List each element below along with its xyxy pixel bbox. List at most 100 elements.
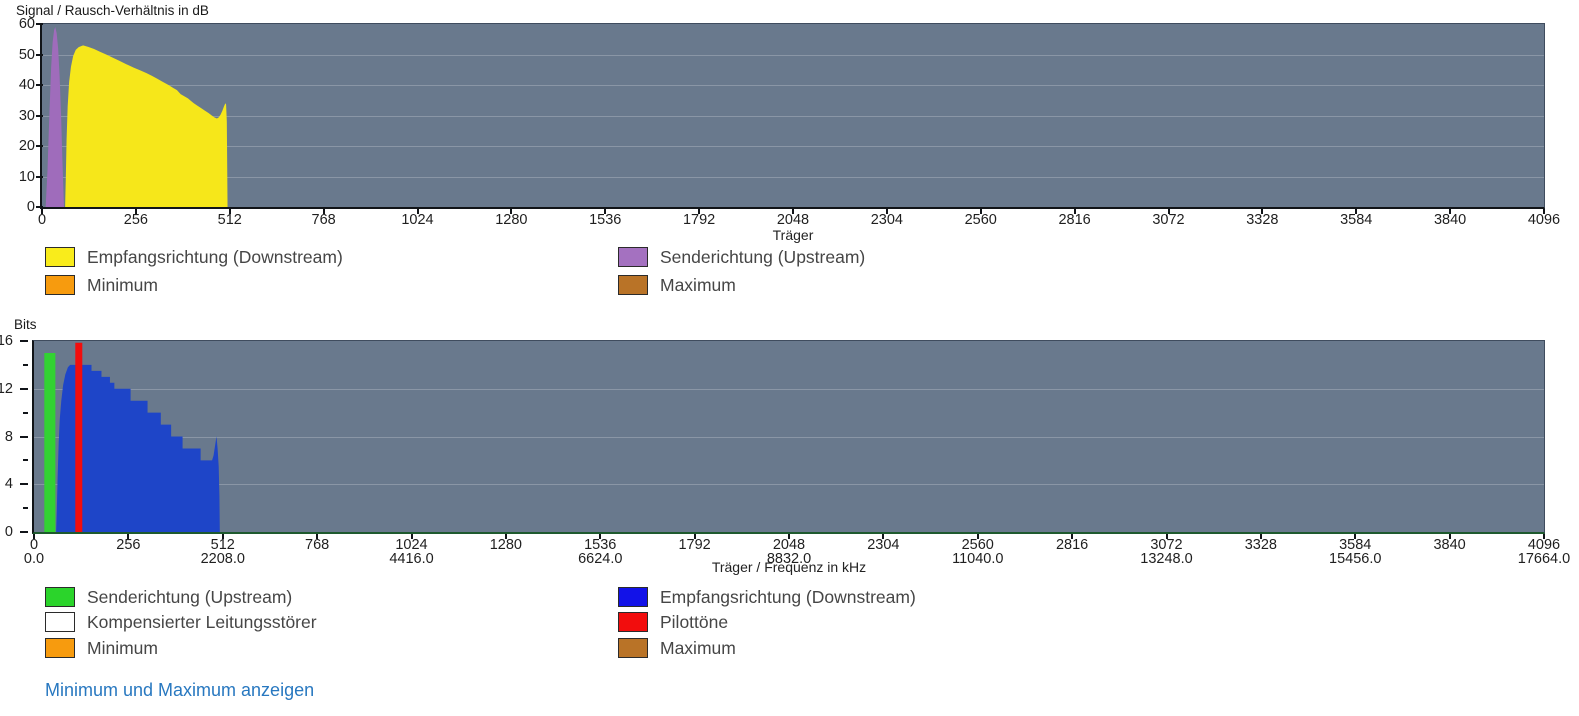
bits-legend-label: Minimum <box>87 638 158 658</box>
snr-x-tick-label: 4096 <box>1527 212 1561 228</box>
bits-y-tick-label: 16 <box>0 333 13 349</box>
bits-x-tick-label: 512 <box>210 537 235 553</box>
bits-freq-tick-label: 11040.0 <box>952 551 1004 567</box>
bits-gridline <box>34 484 1544 485</box>
bits-series-senderichtung-upstream- <box>44 352 56 532</box>
bits-legend-label: Pilottöne <box>660 612 729 632</box>
snr-gridline <box>42 146 1544 147</box>
bits-freq-tick-label: 17664.0 <box>1517 551 1571 567</box>
bits-x-tick-mark <box>976 534 979 539</box>
snr-legend-swatch-empfangsrichtung-downstream- <box>45 247 75 267</box>
snr-x-tick-label: 1536 <box>589 212 622 228</box>
bits-x-tick-label: 1280 <box>489 537 522 553</box>
snr-x-tick-label: 1280 <box>495 212 528 228</box>
snr-x-tick-mark <box>1355 209 1358 214</box>
snr-y-tick-mark <box>36 206 43 208</box>
bits-gridline <box>34 389 1544 390</box>
snr-x-tick-mark <box>1261 209 1264 214</box>
bits-x-tick-label: 3584 <box>1339 537 1372 553</box>
bits-x-tick-label: 2048 <box>772 537 806 553</box>
snr-legend-swatch-maximum <box>618 275 648 295</box>
bits-plot-area <box>32 340 1545 534</box>
snr-x-tick-label: 2816 <box>1058 212 1091 228</box>
bits-x-tick-label: 3328 <box>1244 537 1277 553</box>
bits-legend-swatch-kompensierter-leitungsst-rer <box>45 612 75 632</box>
bits-x-axis-label: Träger / Frequenz in kHz <box>711 559 867 575</box>
snr-y-tick-mark <box>36 84 43 86</box>
bits-x-tick-label: 4096 <box>1527 537 1561 553</box>
bits-freq-tick-label: 6624.0 <box>578 551 623 567</box>
snr-x-tick-label: 2048 <box>776 212 810 228</box>
snr-y-tick-label: 10 <box>18 168 35 185</box>
bits-series-empfangsrichtung-downstream- <box>56 364 220 532</box>
snr-x-tick-label: 512 <box>217 212 242 228</box>
bits-x-tick-label: 3840 <box>1433 537 1466 553</box>
bits-x-tick-label: 1024 <box>395 537 428 553</box>
snr-y-tick-label: 40 <box>18 77 35 93</box>
snr-x-tick-label: 2560 <box>964 212 997 228</box>
snr-legend-label: Maximum <box>660 275 736 295</box>
bits-x-tick-label: 2816 <box>1055 537 1089 553</box>
snr-y-tick-label: 20 <box>18 138 35 154</box>
bits-y-minor-tick-mark <box>23 459 28 462</box>
bits-freq-tick-label: 8832.0 <box>766 551 812 567</box>
bits-legend-label: Kompensierter Leitungsstörer <box>87 612 317 632</box>
bits-legend-swatch-empfangsrichtung-downstream- <box>618 587 648 607</box>
snr-x-axis-label: Träger <box>772 227 814 243</box>
bits-y-tick-label: 4 <box>4 476 13 493</box>
snr-legend-swatch-minimum <box>45 275 75 295</box>
snr-gridline <box>42 116 1544 117</box>
snr-x-tick-mark <box>604 209 607 214</box>
bits-legend-swatch-minimum <box>45 638 75 658</box>
bits-y-tick-label: 12 <box>0 380 13 397</box>
snr-x-tick-label: 3072 <box>1152 212 1185 228</box>
snr-x-tick-label: 3584 <box>1340 212 1373 228</box>
snr-series-senderichtung-upstream- <box>45 27 65 207</box>
bits-freq-tick-label: 4416.0 <box>389 551 434 567</box>
bits-x-tick-mark <box>788 534 790 539</box>
bits-x-tick-label: 256 <box>116 537 141 553</box>
bits-y-minor-tick-mark <box>23 411 28 414</box>
bits-y-tick-label: 0 <box>4 524 13 540</box>
snr-x-tick-label: 2304 <box>870 212 903 228</box>
bits-x-tick-label: 2560 <box>961 537 994 553</box>
bits-x-tick-mark <box>693 534 696 539</box>
snr-y-tick-label: 50 <box>18 46 35 63</box>
snr-y-tick-mark <box>36 175 43 178</box>
bits-x-tick-mark <box>882 534 885 539</box>
toggle-min-max-link[interactable]: Minimum und Maximum anzeigen <box>45 680 315 700</box>
snr-y-tick-mark <box>36 53 43 56</box>
bits-series-canvas <box>44 342 220 532</box>
snr-x-tick-mark <box>41 209 43 214</box>
bits-x-tick-mark <box>1259 534 1262 539</box>
snr-x-tick-mark <box>1167 209 1170 214</box>
snr-x-tick-mark <box>510 209 513 214</box>
snr-x-tick-label: 3328 <box>1246 212 1279 228</box>
bits-y-tick-label: 8 <box>4 428 13 445</box>
snr-y-tick-label: 60 <box>18 16 35 32</box>
bits-x-tick-label: 1792 <box>678 537 711 553</box>
bits-y-minor-tick-mark <box>23 363 28 366</box>
snr-legend-label: Empfangsrichtung (Downstream) <box>87 247 343 267</box>
snr-gridline <box>42 55 1544 56</box>
snr-x-tick-label: 768 <box>311 212 336 228</box>
bits-freq-tick-label: 13248.0 <box>1140 551 1193 567</box>
snr-y-tick-label: 0 <box>26 199 35 215</box>
bits-x-tick-mark <box>1448 534 1451 539</box>
snr-gridline <box>42 85 1544 86</box>
bits-legend-label: Maximum <box>660 638 736 658</box>
snr-y-tick-label: 30 <box>18 107 35 124</box>
bits-x-tick-mark <box>1543 534 1545 539</box>
bits-x-tick-mark <box>1071 534 1074 539</box>
bits-y-minor-tick-mark <box>23 507 28 510</box>
bits-legend-swatch-pilott-ne <box>618 612 648 632</box>
snr-legend-label: Minimum <box>87 275 158 295</box>
snr-x-tick-mark <box>228 209 231 214</box>
snr-x-tick-label: 0 <box>37 212 47 228</box>
bits-x-tick-mark <box>599 534 602 539</box>
snr-series-empfangsrichtung-downstream- <box>65 45 228 207</box>
bits-x-tick-mark <box>316 534 319 539</box>
snr-y-tick-mark <box>36 145 43 147</box>
snr-y-tick-mark <box>36 114 43 117</box>
